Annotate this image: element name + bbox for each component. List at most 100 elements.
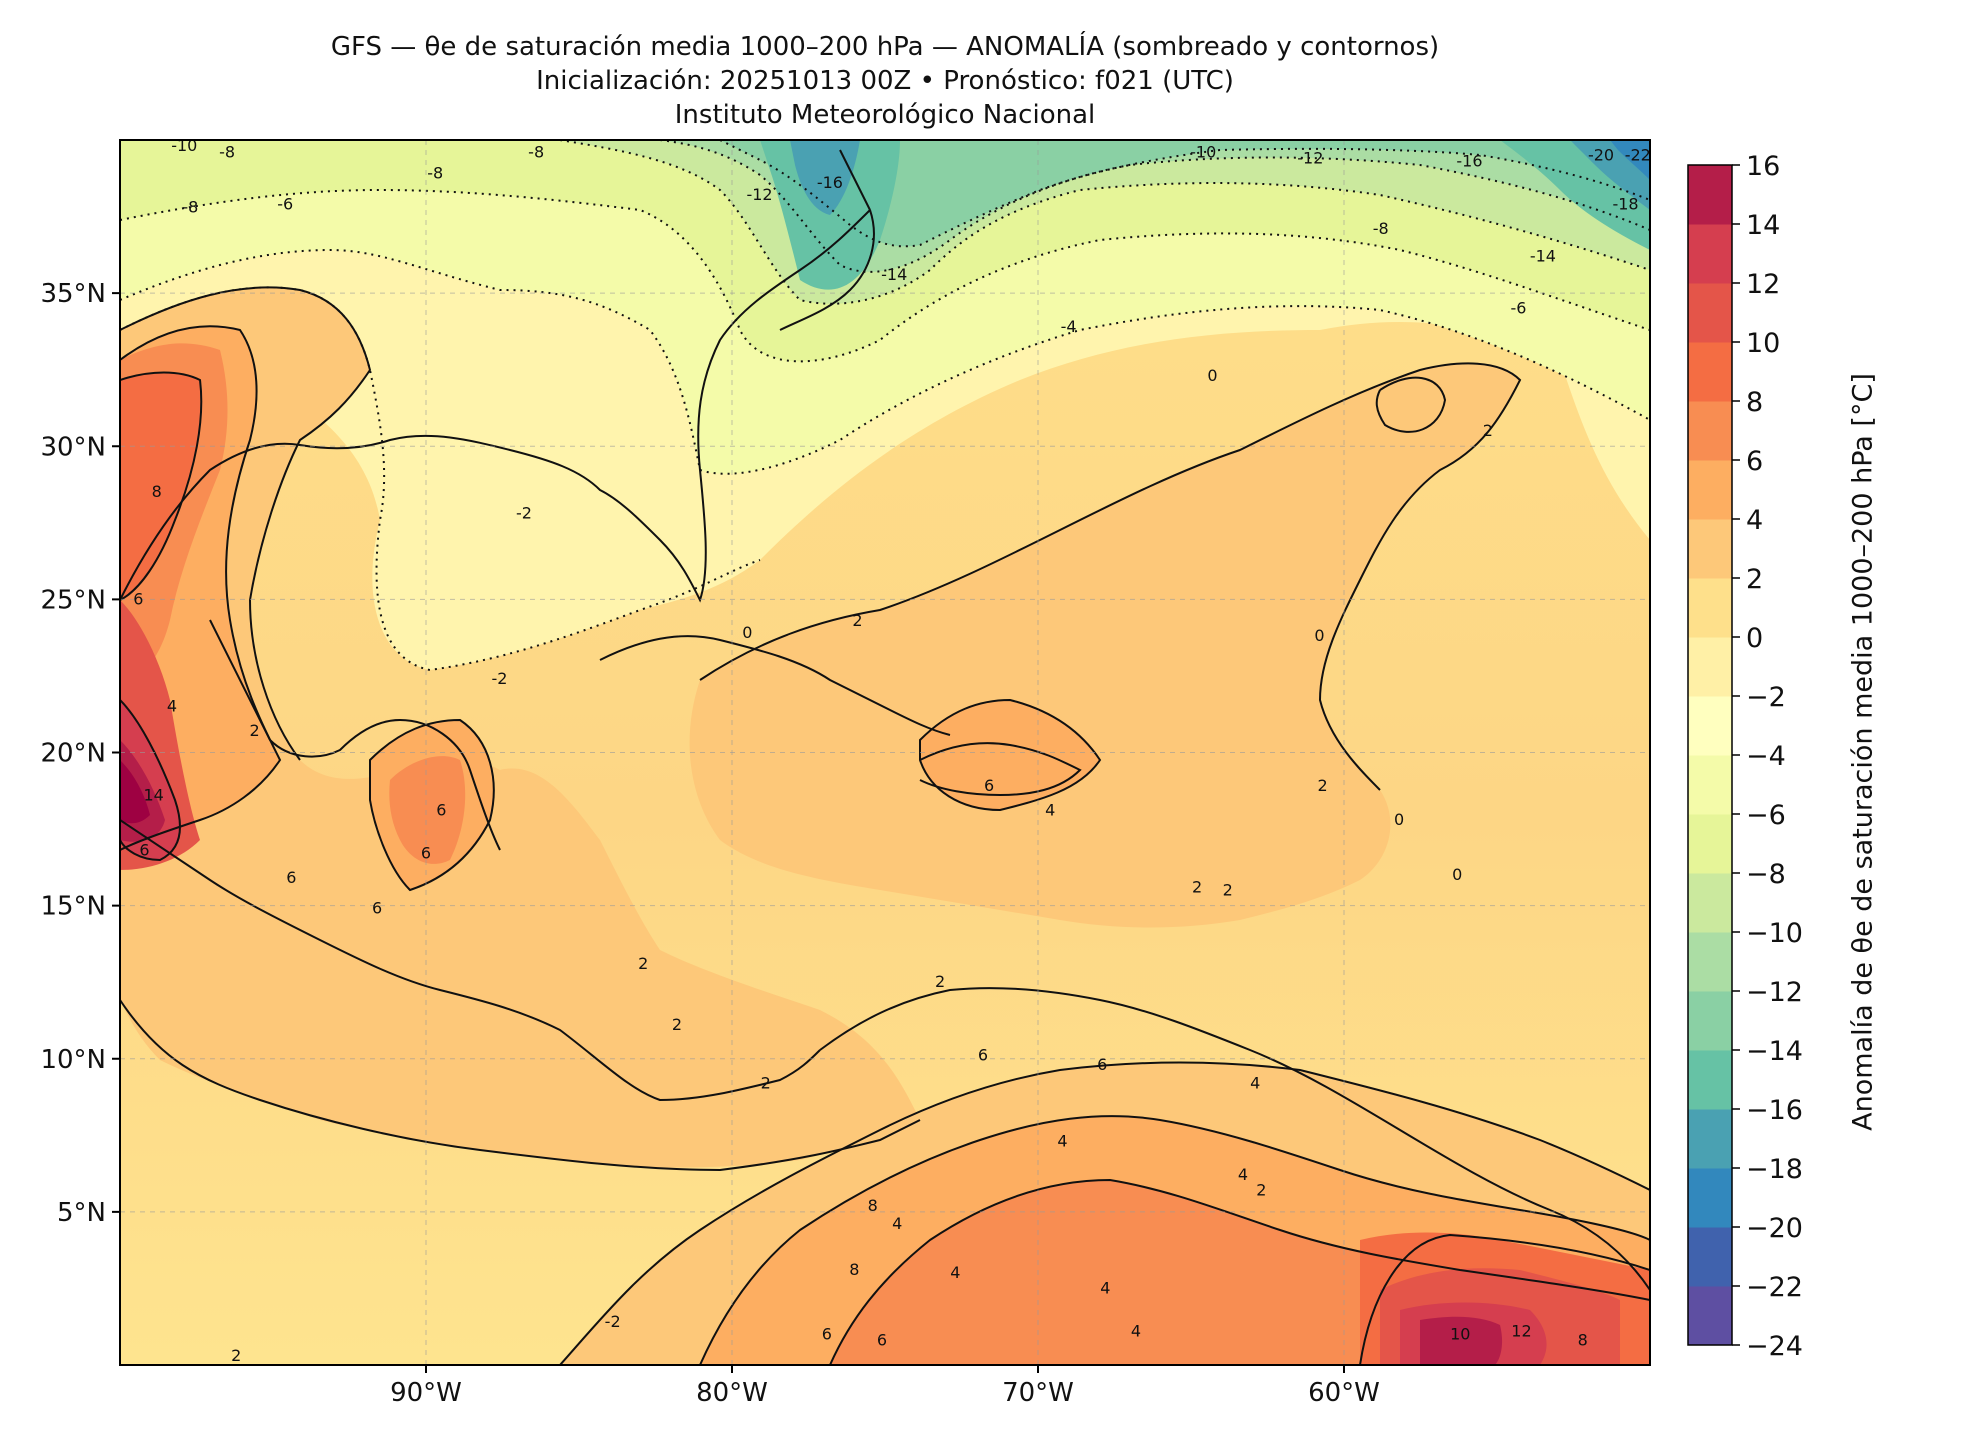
coastline-gulf-us: [120, 209, 871, 603]
band-neg-12: [720, 140, 1650, 247]
contour-label: 4: [1250, 1073, 1260, 1092]
colorbar-segment: [1688, 873, 1732, 933]
contour-label: 2: [231, 1346, 241, 1365]
contour-8-south: [1359, 1233, 1650, 1365]
contour-label: 2: [250, 721, 260, 740]
contour-label: 10: [1450, 1324, 1470, 1343]
contour-8-mexico: [120, 371, 203, 601]
map-title: GFS — θe de saturación media 1000–200 hP…: [0, 30, 1770, 132]
colorbar-tick-label: −2: [1746, 682, 1786, 713]
colorbar-tick-label: 12: [1746, 269, 1780, 300]
colorbar-segment: [1688, 696, 1732, 756]
contour-neg-2: [120, 286, 761, 672]
contour-label: 12: [1511, 1321, 1531, 1340]
contour-neg-12: [719, 140, 1650, 248]
lon-axis: 90°W 80°W 70°W 60°W: [390, 1365, 1380, 1408]
band-pos-10: [120, 600, 1620, 1365]
contour-label: 6: [421, 844, 431, 863]
title-line-2: Inicialización: 20251013 00Z • Pronóstic…: [536, 66, 1234, 96]
colorbar-tick-label: 16: [1746, 151, 1780, 182]
band-pos-16: [120, 760, 150, 824]
colorbar-segment: [1688, 578, 1732, 638]
colorbar-tick-label: 0: [1746, 623, 1763, 654]
contour-label: -16: [1456, 151, 1482, 170]
colorbar-tick-label: 6: [1746, 446, 1763, 477]
contour-label: -8: [182, 197, 198, 216]
coastline-hispaniola: [919, 742, 1082, 797]
colorbar-segment: [1688, 991, 1732, 1051]
contour-label: 6: [436, 801, 446, 820]
contour-label: -2: [491, 669, 507, 688]
colorbar-segment: [1688, 1227, 1732, 1287]
contour-label: 8: [1578, 1331, 1588, 1350]
contour-12-mexico: [120, 699, 181, 862]
colorbar-tick-label: −14: [1746, 1036, 1803, 1067]
colorbar-tick-label: 4: [1746, 505, 1763, 536]
colorbar-segment: [1688, 637, 1732, 697]
band-pos-2-atlantic: [689, 363, 1520, 928]
colorbar-tick-label: 14: [1746, 210, 1780, 241]
colorbar-segment: [1688, 932, 1732, 992]
contour-label: -8: [1373, 219, 1389, 238]
contour-label: 6: [372, 899, 382, 918]
colorbar-segment: [1688, 1168, 1732, 1228]
coastlines: [120, 149, 1650, 1291]
band-neg-18: [1610, 140, 1650, 180]
colorbar-segment: [1688, 1050, 1732, 1110]
contour-0-south: [559, 1061, 1650, 1365]
contour-2-loop: [1375, 376, 1447, 433]
coastline-yucatan: [209, 619, 501, 851]
colorbar-label: Anomalía de θe de saturación media 1000–…: [1848, 373, 1879, 1131]
colorbar-tick-label: 10: [1746, 328, 1780, 359]
coastline-south-america: [819, 987, 1650, 1291]
colorbar-segment: [1688, 283, 1732, 343]
contour-neg-10: [659, 140, 1650, 273]
contour-label: 0: [1452, 865, 1462, 884]
colorbar-segment: [1688, 1109, 1732, 1169]
contour-label: 0: [1314, 626, 1324, 645]
colorbar-tick-label: −16: [1746, 1095, 1803, 1126]
colorbar-tick-label: 2: [1746, 564, 1763, 595]
colorbar-tick-label: −12: [1746, 977, 1803, 1008]
lon-tick-label: 60°W: [1308, 1378, 1380, 1408]
contour-label: -6: [277, 194, 293, 213]
contour-label: 4: [1045, 801, 1055, 820]
lon-tick-label: 90°W: [390, 1378, 462, 1408]
contour-4-hispaniola: [919, 698, 1102, 812]
contour-label: 2: [1483, 421, 1493, 440]
contour-label: 2: [1317, 776, 1327, 795]
contour-label: -20: [1588, 145, 1614, 164]
contour-label: 6: [984, 776, 994, 795]
lat-tick-label: 15°N: [40, 892, 106, 922]
contour-label: 6: [822, 1324, 832, 1343]
contour-label: 6: [1097, 1055, 1107, 1074]
contour-label: 2: [1256, 1180, 1266, 1199]
contour-label: -10: [1190, 142, 1216, 161]
lon-tick-label: 70°W: [1002, 1378, 1074, 1408]
contour-label: 0: [1394, 810, 1404, 829]
lat-axis: 35°N 30°N 25°N 20°N 15°N 10°N 5°N: [40, 279, 120, 1228]
contour-label: -2: [605, 1312, 621, 1331]
contour-label: 4: [1100, 1278, 1110, 1297]
coastline-central-america: [120, 819, 821, 1102]
contour-label: -4: [1061, 317, 1077, 336]
lat-tick-label: 25°N: [40, 585, 106, 615]
contour-label: -10: [171, 136, 197, 155]
contour-label: 6: [139, 841, 149, 860]
contour-label: 6: [877, 1331, 887, 1350]
contour-label: -14: [881, 265, 907, 284]
contour-label: 4: [167, 697, 177, 716]
contour-label: -2: [516, 504, 532, 523]
contour-4-yucatan: [369, 718, 495, 892]
title-line-1: GFS — θe de saturación media 1000–200 hP…: [330, 32, 1440, 62]
colorbar-segment: [1688, 224, 1732, 284]
contour-label: 0: [742, 623, 752, 642]
contour-4-south: [699, 1115, 1650, 1365]
coastline-east-us: [779, 149, 875, 331]
band-pos-2-gulf: [120, 287, 920, 1168]
contour-label: 14: [143, 785, 163, 804]
contour-label: 2: [935, 972, 945, 991]
contour-label: 2: [761, 1073, 771, 1092]
contour-label: 2: [672, 1015, 682, 1034]
colorbar-segment: [1688, 401, 1732, 461]
